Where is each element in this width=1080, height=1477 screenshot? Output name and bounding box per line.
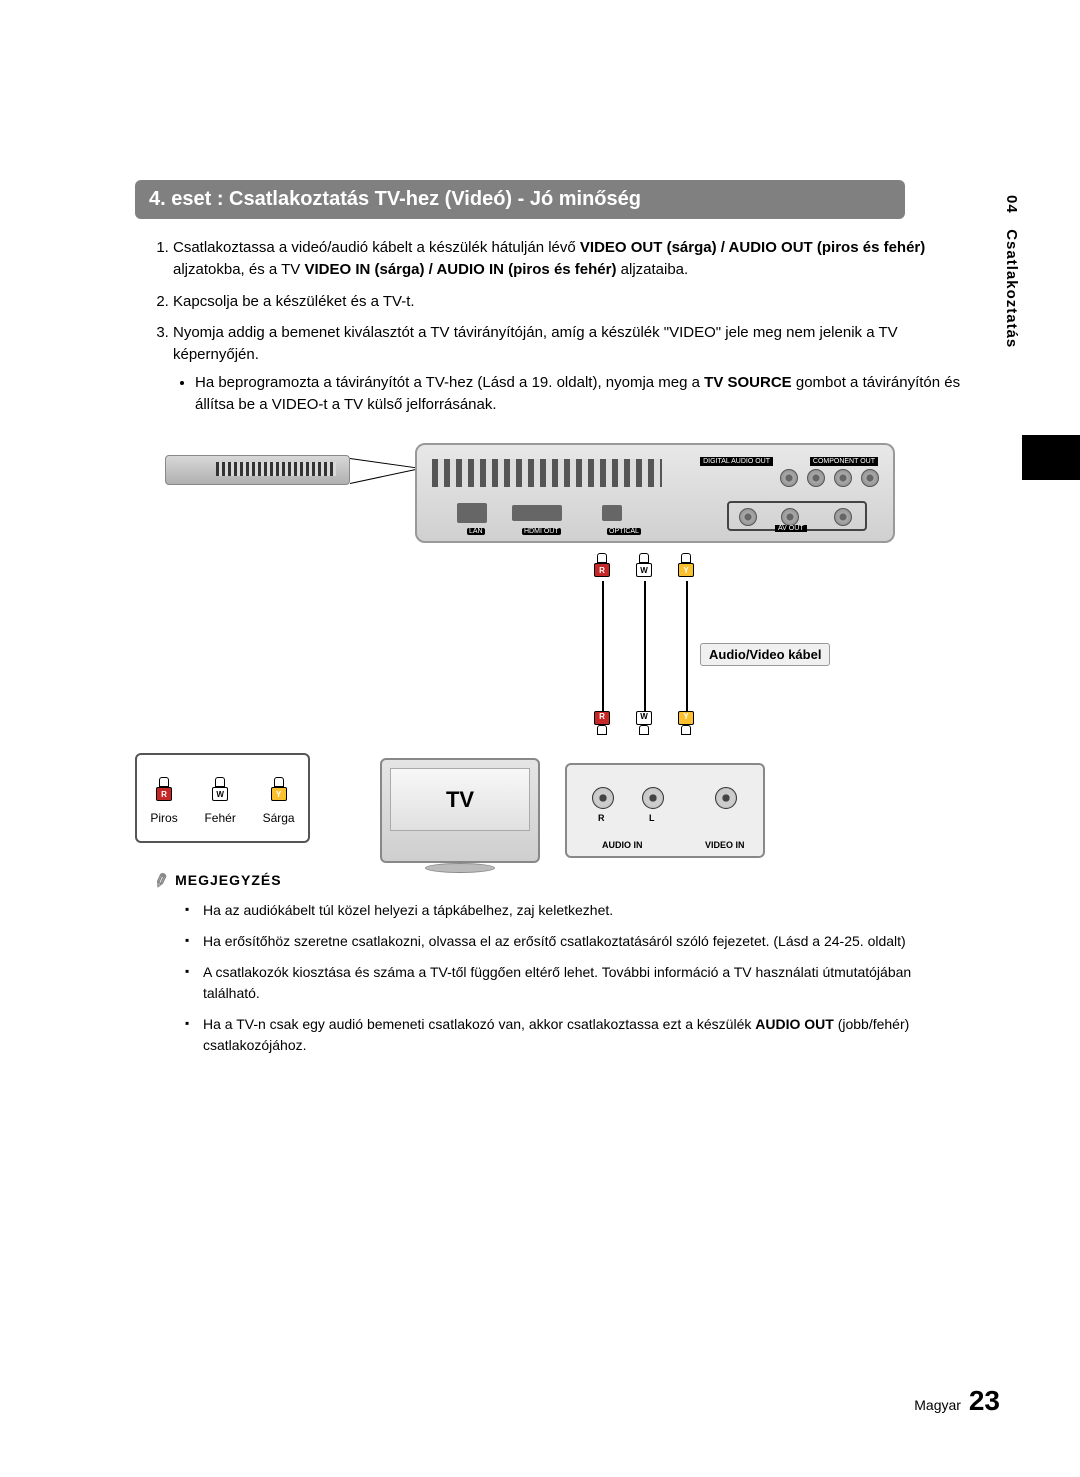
component-jack xyxy=(834,469,852,487)
hdmi-port xyxy=(512,505,562,521)
component-out-label: COMPONENT OUT xyxy=(810,457,878,466)
callout-line xyxy=(350,468,424,485)
steps-list: Csatlakoztassa a videó/audió kábelt a ké… xyxy=(173,237,963,415)
legend-white: W Fehér xyxy=(204,777,235,825)
step-3: Nyomja addig a bemenet kiválasztót a TV … xyxy=(173,322,963,415)
note-1: Ha az audiókábelt túl közel helyezi a tá… xyxy=(185,900,955,921)
optical-label: OPTICAL xyxy=(607,528,641,535)
tv-video-jack xyxy=(715,787,737,809)
plug-red: R xyxy=(593,553,611,581)
legend-red: R Piros xyxy=(150,777,177,825)
optical-port xyxy=(602,505,622,521)
cable-label: Audio/Video kábel xyxy=(700,643,830,666)
video-out-jack xyxy=(834,508,852,526)
footer-page: 23 xyxy=(969,1385,1000,1416)
vents xyxy=(432,459,662,487)
video-in-label: VIDEO IN xyxy=(705,840,745,850)
legend-yellow: Y Sárga xyxy=(263,777,295,825)
component-jack xyxy=(861,469,879,487)
plug-white: W xyxy=(635,711,653,739)
plug-yellow: Y xyxy=(677,553,695,581)
notes-heading: MEGJEGYZÉS xyxy=(153,871,955,892)
cable-legend: R Piros W Fehér Y Sárga xyxy=(135,753,310,843)
device-top-view xyxy=(165,455,350,485)
connection-diagram: COMPONENT OUT DIGITAL AUDIO OUT AV OUT L… xyxy=(135,433,925,853)
audio-in-label: AUDIO IN xyxy=(602,840,643,850)
cable-w xyxy=(644,581,646,711)
step-2: Kapcsolja be a készüléket és a TV-t. xyxy=(173,291,963,313)
device-rear-panel: COMPONENT OUT DIGITAL AUDIO OUT AV OUT L… xyxy=(415,443,895,543)
plug-row-top: R W Y xyxy=(593,553,695,581)
tv-audio-r-jack xyxy=(592,787,614,809)
step-3-sub: Ha beprogramozta a távirányítót a TV-hez… xyxy=(195,372,963,416)
audio-out-l-jack xyxy=(739,508,757,526)
plug-white: W xyxy=(635,553,653,581)
step-1: Csatlakoztassa a videó/audió kábelt a ké… xyxy=(173,237,963,281)
lan-port xyxy=(457,503,487,523)
note-3: A csatlakozók kiosztása és száma a TV-tő… xyxy=(185,962,955,1004)
notes-list: Ha az audiókábelt túl közel helyezi a tá… xyxy=(185,900,955,1056)
cable-r xyxy=(602,581,604,711)
av-out-label: AV OUT xyxy=(775,525,807,532)
tv-screen-label: TV xyxy=(390,768,530,831)
note-4: Ha a TV-n csak egy audió bemeneti csatla… xyxy=(185,1014,955,1056)
plug-yellow: Y xyxy=(677,711,695,739)
note-2: Ha erősítőhöz szeretne csatlakozni, olva… xyxy=(185,931,955,952)
audio-out-r-jack xyxy=(781,508,799,526)
tv-audio-l-jack xyxy=(642,787,664,809)
hdmi-label: HDMI OUT xyxy=(522,528,561,535)
l-label: L xyxy=(649,813,655,823)
notes-section: MEGJEGYZÉS Ha az audiókábelt túl közel h… xyxy=(135,871,955,1056)
digital-audio-label: DIGITAL AUDIO OUT xyxy=(700,457,773,466)
page-content: 4. eset : Csatlakoztatás TV-hez (Videó) … xyxy=(0,0,1080,1126)
r-label: R xyxy=(598,813,605,823)
tv-input-panel: R L AUDIO IN VIDEO IN xyxy=(565,763,765,858)
page-footer: Magyar 23 xyxy=(914,1385,1000,1417)
plug-row-bottom: R W Y xyxy=(593,711,695,739)
component-jack xyxy=(807,469,825,487)
port-strip: AV OUT LAN HDMI OUT OPTICAL xyxy=(427,493,883,535)
component-jack xyxy=(780,469,798,487)
callout-line xyxy=(350,458,424,469)
plug-red: R xyxy=(593,711,611,739)
lan-label: LAN xyxy=(467,528,485,535)
cable-y xyxy=(686,581,688,711)
footer-lang: Magyar xyxy=(914,1397,961,1413)
tv-image: TV xyxy=(380,758,540,863)
page-title: 4. eset : Csatlakoztatás TV-hez (Videó) … xyxy=(135,180,905,219)
tv-stand xyxy=(425,863,495,873)
